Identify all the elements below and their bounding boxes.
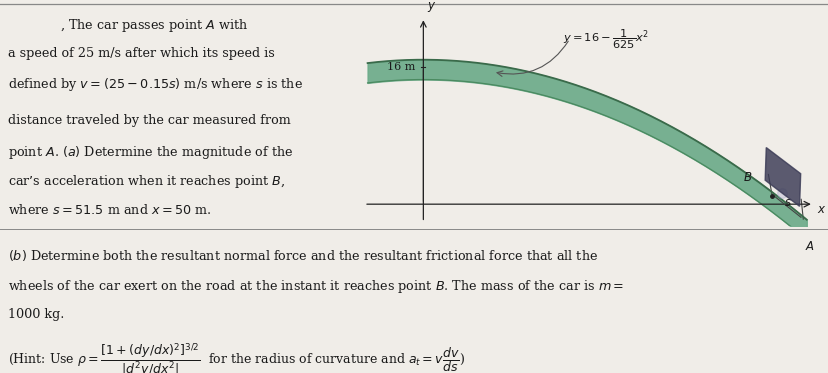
Text: , The car passes point $A$ with: , The car passes point $A$ with <box>60 17 248 34</box>
Text: $(b)$ Determine both the resultant normal force and the resultant frictional for: $(b)$ Determine both the resultant norma… <box>8 248 598 263</box>
Text: car’s acceleration when it reaches point $B$,: car’s acceleration when it reaches point… <box>8 173 285 191</box>
Text: (Hint: Use $\rho = \dfrac{[1+(dy/dx)^2]^{3/2}}{|d^2y/dx^2|}$  for the radius of : (Hint: Use $\rho = \dfrac{[1+(dy/dx)^2]^… <box>8 341 465 373</box>
Text: $A$: $A$ <box>805 240 814 253</box>
Text: point $A$. $(a)$ Determine the magnitude of the: point $A$. $(a)$ Determine the magnitude… <box>8 144 293 161</box>
Text: $B$: $B$ <box>742 171 751 184</box>
Text: where $s = 51.5$ m and $x = 50$ m.: where $s = 51.5$ m and $x = 50$ m. <box>8 203 212 217</box>
Text: $s$: $s$ <box>782 196 791 209</box>
Text: a speed of 25 m/s after which its speed is: a speed of 25 m/s after which its speed … <box>8 47 275 60</box>
Text: $y$: $y$ <box>426 0 436 14</box>
Text: wheels of the car exert on the road at the instant it reaches point $B$. The mas: wheels of the car exert on the road at t… <box>8 278 623 295</box>
Text: 1000 kg.: 1000 kg. <box>8 308 65 321</box>
Text: distance traveled by the car measured from: distance traveled by the car measured fr… <box>8 114 291 127</box>
Text: defined by $v = (25 - 0.15s)$ m/s where $s$ is the: defined by $v = (25 - 0.15s)$ m/s where … <box>8 76 303 94</box>
Text: 16 m: 16 m <box>386 62 415 72</box>
Text: $x$: $x$ <box>816 203 826 216</box>
Polygon shape <box>764 148 800 206</box>
Text: $y = 16 - \dfrac{1}{625}x^2$: $y = 16 - \dfrac{1}{625}x^2$ <box>562 27 648 51</box>
